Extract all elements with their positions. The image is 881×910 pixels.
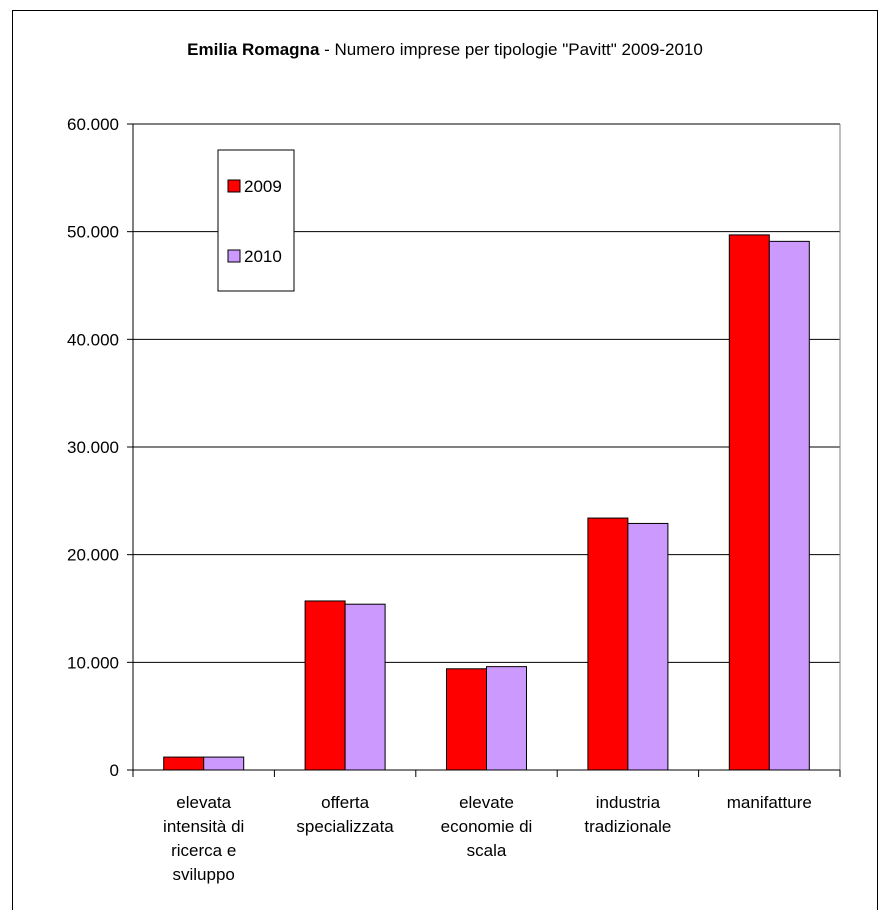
category-label-line: intensità di <box>163 817 244 836</box>
bar-2009-1 <box>304 600 346 771</box>
legend: 2009 2010 <box>217 149 295 292</box>
legend-label-2009: 2009 <box>244 177 282 196</box>
y-tick-label: 0 <box>110 761 119 780</box>
bar-2010-1 <box>344 603 386 771</box>
legend-swatch-2009 <box>227 179 241 193</box>
legend-box <box>217 149 295 292</box>
category-label: offerta specializzata <box>296 793 394 836</box>
bars <box>163 234 810 771</box>
category-label: elevate economie di scala <box>441 793 533 860</box>
bar-2009-0 <box>163 756 205 771</box>
category-labels: elevata intensità di ricerca e sviluppo offe… <box>163 793 812 884</box>
category-label-line: elevata <box>176 793 231 812</box>
bar-2009-4 <box>728 234 770 771</box>
y-tick-label: 10.000 <box>67 653 119 672</box>
legend-swatch-2010 <box>227 249 241 263</box>
y-tick-label: 50.000 <box>67 223 119 242</box>
legend-label-2010: 2010 <box>244 247 282 266</box>
axes <box>127 123 841 777</box>
category-label-line: ricerca e <box>171 841 236 860</box>
bar-2010-4 <box>768 240 810 771</box>
category-label-line: offerta <box>321 793 369 812</box>
category-label: elevata intensità di ricerca e sviluppo <box>163 793 244 884</box>
bar-2010-2 <box>486 666 527 771</box>
gridlines <box>133 123 840 663</box>
category-label-line: industria <box>596 793 661 812</box>
category-label-line: sviluppo <box>173 865 235 884</box>
tick-labels: 0 10.000 20.000 30.000 40.000 50.000 60.000 <box>67 115 119 780</box>
category-label-line: specializzata <box>296 817 394 836</box>
category-label: industria tradizionale <box>584 793 671 836</box>
y-tick-label: 30.000 <box>67 438 119 457</box>
chart-title-bold: Emilia Romagna <box>187 40 320 59</box>
category-label-line: elevate <box>459 793 514 812</box>
category-label-line: tradizionale <box>584 817 671 836</box>
y-tick-label: 20.000 <box>67 546 119 565</box>
bar-2010-0 <box>203 756 245 771</box>
category-label: manifatture <box>727 793 812 812</box>
category-label-line: economie di <box>441 817 533 836</box>
chart-title: Emilia Romagna - Numero imprese per tipo… <box>187 40 703 59</box>
bar-2009-3 <box>587 517 629 771</box>
category-label-line: scala <box>467 841 507 860</box>
category-label-line: manifatture <box>727 793 812 812</box>
bar-2010-3 <box>627 522 669 771</box>
y-tick-label: 40.000 <box>67 330 119 349</box>
y-tick-label: 60.000 <box>67 115 119 134</box>
chart-title-rest: - Numero imprese per tipologie "Pavitt" … <box>319 40 702 59</box>
bar-2009-2 <box>446 668 487 771</box>
